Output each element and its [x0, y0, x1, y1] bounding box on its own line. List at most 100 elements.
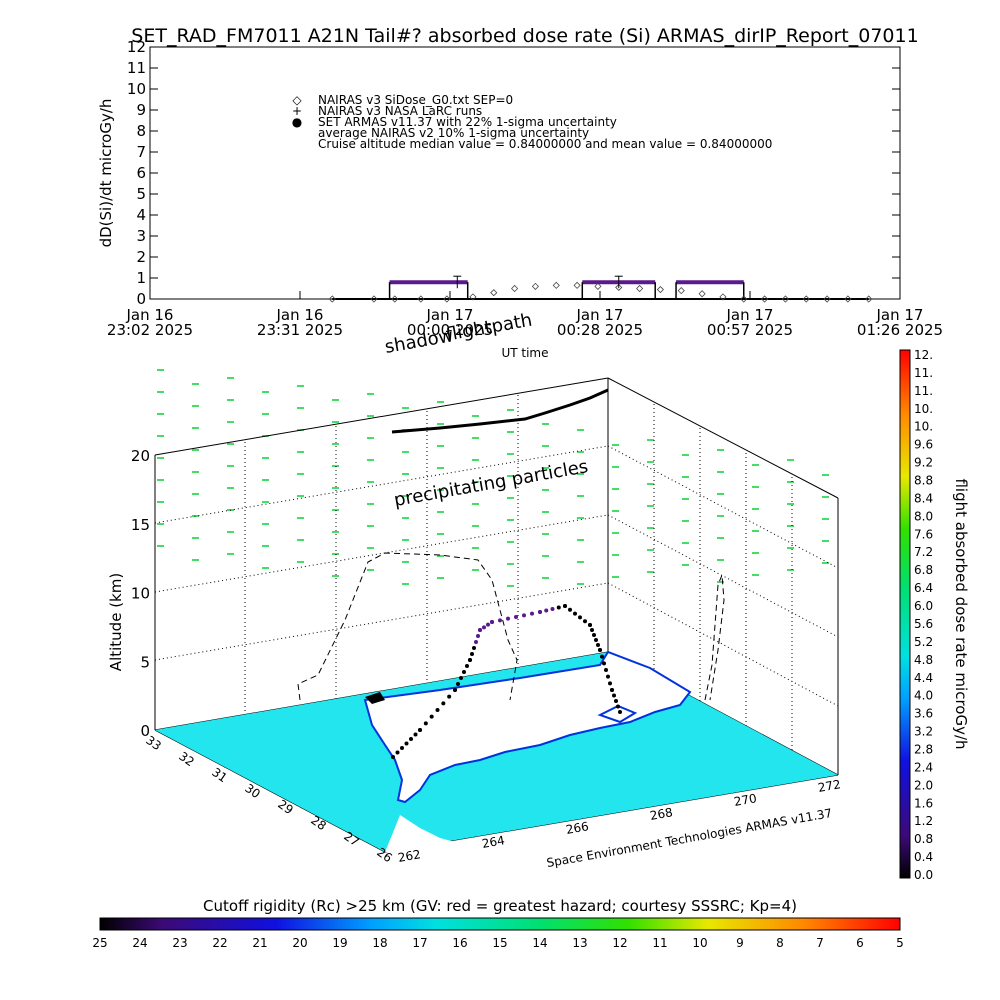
- flightpath-point: [506, 616, 510, 621]
- flightpath-point: [453, 688, 457, 692]
- legend-entry: average NAIRAS v2 10% 1-sigma uncertaint…: [318, 126, 589, 140]
- flightpath-point: [482, 625, 486, 630]
- nairas-point: [511, 284, 519, 293]
- rigidity-tick-label: 11: [652, 936, 667, 950]
- flightpath-point: [418, 728, 422, 732]
- nairas-point: [469, 293, 477, 301]
- flightpath-point: [606, 674, 610, 679]
- flightpath-point: [429, 714, 434, 719]
- rigidity-tick-label: 5: [896, 936, 904, 950]
- nairas-point: [552, 281, 560, 289]
- rigidity-tick-label: 18: [372, 936, 387, 950]
- flightpath-point: [588, 623, 592, 627]
- flightpath-point: [474, 640, 478, 644]
- flightpath-point: [563, 604, 567, 608]
- nairas-point: [698, 290, 706, 298]
- dose-tick-label: 2.4: [914, 760, 933, 774]
- dose-tick-label: 6.8: [914, 563, 933, 577]
- flightpath-point: [594, 638, 598, 642]
- nairas-point: [844, 295, 852, 303]
- nairas-point: [865, 295, 873, 303]
- flightpath-point: [614, 699, 618, 703]
- nairas-point: [573, 281, 581, 289]
- rigidity-tick-label: 15: [492, 936, 507, 950]
- x-tick-label-date: Jan 17: [426, 306, 474, 324]
- y-tick-label: 9: [136, 101, 146, 119]
- legend-entry: Cruise altitude median value = 0.8400000…: [318, 137, 772, 151]
- flightpath-point: [478, 628, 482, 632]
- nairas-point: [802, 295, 810, 303]
- dose-tick-label: 7.6: [914, 527, 933, 541]
- nairas-point: [719, 293, 727, 301]
- rigidity-tick-label: 25: [92, 936, 107, 950]
- nairas-point: [417, 295, 425, 303]
- dose-tick-label: 1.2: [914, 814, 933, 828]
- flightpath-point: [568, 607, 572, 612]
- dose-tick-label: 2.0: [914, 778, 933, 792]
- flightpath-point: [522, 613, 526, 618]
- rigidity-tick-label: 20: [292, 936, 307, 950]
- flightpath-point: [447, 694, 452, 699]
- dose-colorbar-label: flight absorbed dose rate microGy/h: [952, 478, 970, 749]
- x-tick-label-time: 00:00 2025: [407, 321, 493, 339]
- dose-tick-label: 5.6: [914, 617, 933, 631]
- dose-tick-label: 7.2: [914, 545, 933, 559]
- longitude-tick-label: 272: [817, 777, 842, 795]
- flightpath-point: [608, 681, 612, 686]
- nairas-point: [656, 285, 664, 294]
- dose-tick-label: 4.4: [914, 671, 933, 685]
- flightpath-3d: [391, 604, 622, 759]
- ground-map: [155, 650, 838, 852]
- flightpath-point: [391, 755, 395, 759]
- longitude-tick-label: 262: [397, 847, 422, 865]
- x-tick-label-date: Jan 16: [276, 306, 324, 324]
- rigidity-tick-label: 17: [412, 936, 427, 950]
- dose-tick-label: 10.: [914, 420, 933, 434]
- nairas-point: [443, 295, 451, 303]
- y-tick-label: 2: [136, 248, 146, 266]
- flightpath-point: [530, 611, 534, 616]
- flightpath-point: [409, 737, 413, 741]
- latitude-tick-label: 32: [176, 749, 197, 769]
- altitude-axis-ticks: 0 5 10 15 20: [131, 447, 150, 740]
- dose-tick-label: 10.: [914, 402, 933, 416]
- x-tick-label-time: 01:26 2025: [857, 321, 943, 339]
- y-tick-label: 10: [127, 80, 146, 98]
- y-tick-label: 12: [127, 38, 146, 56]
- y-tick-label: 4: [136, 206, 146, 224]
- flightpath-point: [486, 622, 490, 627]
- y-tick-label: 6: [136, 164, 146, 182]
- flightpath-point: [435, 708, 440, 712]
- rigidity-colorbar: Cutoff rigidity (Rc) >25 km (GV: red = g…: [92, 897, 903, 950]
- flightpath-point: [616, 704, 620, 709]
- dose-colorbar-bar: [899, 349, 911, 879]
- plot-frame: [149, 46, 901, 300]
- dose-tick-label: 11.: [914, 384, 933, 398]
- dose-tick-label: 6.4: [914, 581, 933, 595]
- altitude-tick-label: 0: [140, 722, 150, 740]
- rigidity-tick-label: 6: [856, 936, 864, 950]
- x-axis-label: UT time: [501, 346, 548, 360]
- nairas-point: [677, 287, 685, 295]
- y-tick-label: 1: [136, 269, 146, 287]
- x-tick-label-time: 00:28 2025: [557, 321, 643, 339]
- flightpath-point: [498, 618, 502, 623]
- dose-colorbar: 12. 11. 11. 10. 10. 9.6 9.2 8.8 8.4 8.0 7.6 7.2 6.8 6…: [899, 348, 970, 882]
- flightpath-point: [573, 611, 577, 616]
- flight-shadow-2: [704, 574, 725, 701]
- flight-shadow: [297, 552, 518, 701]
- dose-tick-label: 0.4: [914, 850, 933, 864]
- rigidity-tick-label: 24: [132, 936, 147, 950]
- nairas-point: [636, 284, 644, 293]
- altitude-axis-label: Altitude (km): [107, 573, 125, 671]
- flightpath-point: [602, 661, 606, 666]
- flightpath-point: [600, 654, 604, 659]
- dose-tick-label: 6.0: [914, 599, 933, 613]
- bay: [597, 704, 638, 724]
- longitude-tick-label: 268: [649, 805, 674, 823]
- nairas-point: [490, 289, 498, 297]
- nairas-point: [370, 295, 378, 303]
- x-tick-label-time: 00:57 2025: [707, 321, 793, 339]
- dose-tick-label: 1.6: [914, 796, 933, 810]
